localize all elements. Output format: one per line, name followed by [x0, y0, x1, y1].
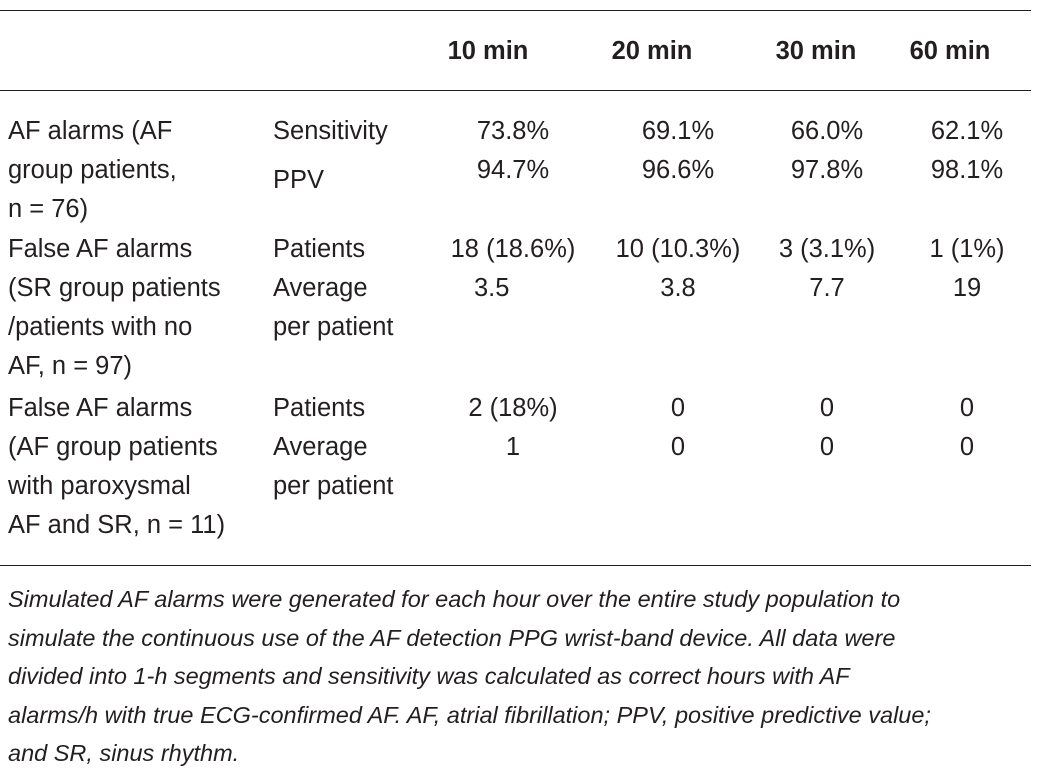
metric-name: Average [273, 433, 368, 461]
top-rule [0, 10, 1031, 11]
value-cell: 0 [819, 394, 835, 422]
group-label-line: group patients, [8, 156, 177, 184]
footnote-line: alarms/h with true ECG-confirmed AF. AF,… [8, 701, 931, 728]
metric-name: per patient [273, 472, 394, 500]
value-cell: 10 (10.3%) [615, 235, 741, 263]
metric-name: Patients [273, 394, 366, 422]
value-cell: 3.8 [660, 274, 696, 302]
value-cell: 62.1% [930, 117, 1004, 145]
value-cell: 97.8% [790, 156, 864, 184]
group-label-line: (AF group patients [8, 433, 218, 461]
value-cell: 3.5 [474, 274, 510, 302]
footnote-line: and SR, sinus rhythm. [8, 740, 240, 766]
value-cell: 66.0% [790, 117, 864, 145]
header-20min: 20 min [611, 37, 693, 65]
header-10min: 10 min [447, 37, 529, 65]
value-cell: 0 [670, 433, 686, 461]
metric-name: Sensitivity [273, 117, 388, 145]
value-cell: 3 (3.1%) [778, 235, 876, 263]
table-footnote: Simulated AF alarms were generated for e… [8, 580, 1028, 773]
group-label-line: False AF alarms [8, 394, 193, 422]
group-label-line: AF, n = 97) [8, 352, 133, 380]
metric-name: per patient [273, 313, 394, 341]
bottom-rule [0, 565, 1031, 566]
group-label-line: AF and SR, n = 11) [8, 511, 226, 539]
header-60min: 60 min [909, 37, 991, 65]
value-cell: 1 (1%) [929, 235, 1005, 263]
value-cell: 94.7% [476, 156, 550, 184]
group-label-line: n = 76) [8, 195, 89, 223]
footnote-line: simulate the continuous use of the AF de… [8, 624, 896, 651]
group-label-line: (SR group patients [8, 274, 221, 302]
metric-name: PPV [273, 166, 325, 194]
group-label-line: AF alarms (AF [8, 117, 173, 145]
value-cell: 2 (18%) [468, 394, 558, 422]
value-cell: 96.6% [641, 156, 715, 184]
value-cell: 1 [505, 433, 521, 461]
value-cell: 73.8% [476, 117, 550, 145]
value-cell: 98.1% [930, 156, 1004, 184]
value-cell: 0 [959, 394, 975, 422]
header-30min: 30 min [775, 37, 857, 65]
value-cell: 0 [819, 433, 835, 461]
value-cell: 7.7 [809, 274, 845, 302]
value-cell: 69.1% [641, 117, 715, 145]
group-label-line: with paroxysmal [8, 472, 191, 500]
footnote-line: Simulated AF alarms were generated for e… [8, 586, 901, 612]
value-cell: 0 [959, 433, 975, 461]
value-cell: 19 [952, 274, 982, 302]
group-label-line: /patients with no [8, 313, 193, 341]
group-label-line: False AF alarms [8, 235, 193, 263]
metric-name: Average [273, 274, 368, 302]
metric-name: Patients [273, 235, 366, 263]
value-cell: 0 [670, 394, 686, 422]
header-rule [0, 90, 1031, 91]
value-cell: 18 (18.6%) [450, 235, 576, 263]
footnote-line: divided into 1-h segments and sensitivit… [8, 663, 850, 689]
